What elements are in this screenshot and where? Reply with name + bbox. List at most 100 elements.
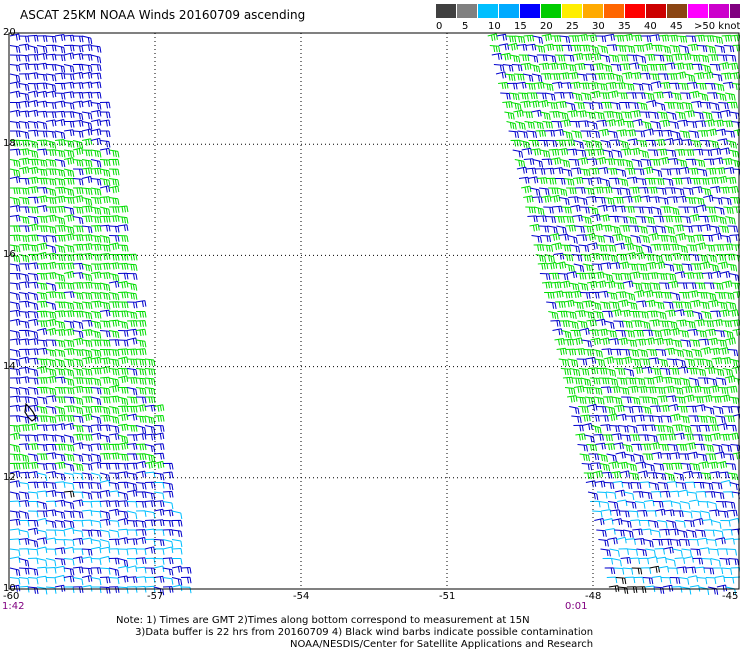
wind-barb [621,71,633,80]
wind-barb [596,244,608,252]
wind-barb [672,548,683,557]
wind-barb [569,244,580,253]
wind-barb [9,404,21,412]
wind-barb [710,310,721,318]
wind-barb [81,205,93,213]
wind-barb [63,187,75,197]
wind-barb [27,396,39,405]
wind-barb [593,311,604,319]
wind-barb [548,148,560,156]
wind-barb [657,111,668,120]
wind-barb [567,235,578,244]
wind-barb [90,539,102,548]
wind-barb [518,92,529,100]
wind-barb [45,178,57,186]
wind-barb [591,301,602,311]
wind-barb [542,121,553,129]
wind-barb [509,92,520,101]
wind-barb [81,444,93,452]
wind-barb [661,376,673,384]
wind-barb [18,300,30,308]
wind-barb [126,565,138,572]
wind-barb [27,434,39,442]
wind-barb [27,338,39,346]
wind-barb [608,501,619,509]
wind-barb [45,252,57,261]
wind-barb [631,443,642,451]
wind-barb [718,62,730,70]
wind-barb [620,309,631,317]
wind-barb [666,520,677,529]
wind-barb [723,577,735,584]
wind-barb [584,272,596,280]
wind-barb [54,414,66,422]
wind-barb [45,471,57,478]
wind-barb [72,140,84,149]
wind-barb [624,206,635,213]
wind-barb [90,320,102,329]
wind-barb [661,415,672,423]
map-title: ASCAT 25KM NOAA Winds 20160709 ascending [20,8,306,22]
longitude-label: -48 [585,591,602,602]
wind-barb [54,434,66,443]
wind-barb [135,300,147,308]
wind-barb [18,366,30,374]
wind-barb [588,45,599,54]
wind-barb [640,35,652,42]
wind-barb [99,586,111,594]
wind-barb [81,356,93,365]
wind-barb [650,529,661,538]
wind-barb [63,472,75,481]
wind-barb [725,463,737,471]
wind-barb [108,529,120,538]
wind-barb [708,140,719,149]
wind-barb [511,64,523,72]
wind-barb [619,349,631,356]
wind-barb [72,453,84,462]
wind-barb [507,42,518,51]
wind-barb [90,72,102,80]
wind-barb [18,443,30,451]
latitude-label: 20 [3,27,16,38]
wind-barb [678,330,689,338]
wind-barb [603,482,615,489]
wind-barb [27,83,39,90]
wind-barb [108,415,120,424]
wind-barb [9,548,21,557]
wind-barb [527,92,538,100]
wind-barb [573,385,585,393]
wind-barb [607,377,619,386]
wind-barb [603,72,615,80]
wind-barb [677,244,688,254]
wind-barb [723,45,735,53]
wind-barb [587,242,598,250]
wind-barb [676,444,687,451]
legend-tick-label: 5 [462,21,469,32]
wind-barb [54,64,66,73]
wind-barb [640,159,652,167]
wind-barb [708,299,719,308]
wind-barb [660,45,671,54]
wind-barb [81,138,93,146]
wind-barb [680,463,692,471]
latitude-label: 12 [3,471,16,483]
wind-barb [636,548,647,557]
wind-barb [36,517,48,525]
wind-barb [117,491,129,501]
wind-barb [81,121,93,130]
wind-barb [545,54,557,63]
wind-barb [27,72,39,80]
wind-barb [639,235,650,244]
wind-barb [674,432,685,440]
wind-barb [90,424,102,432]
wind-barb [36,566,48,574]
wind-barb [108,548,120,555]
wind-barb [126,292,138,300]
wind-barb [135,576,147,583]
wind-barb [541,33,552,42]
wind-barb [698,54,710,63]
wind-barb [615,82,626,90]
wind-barb [554,54,566,62]
wind-barb [710,186,721,193]
wind-barb [607,413,618,422]
